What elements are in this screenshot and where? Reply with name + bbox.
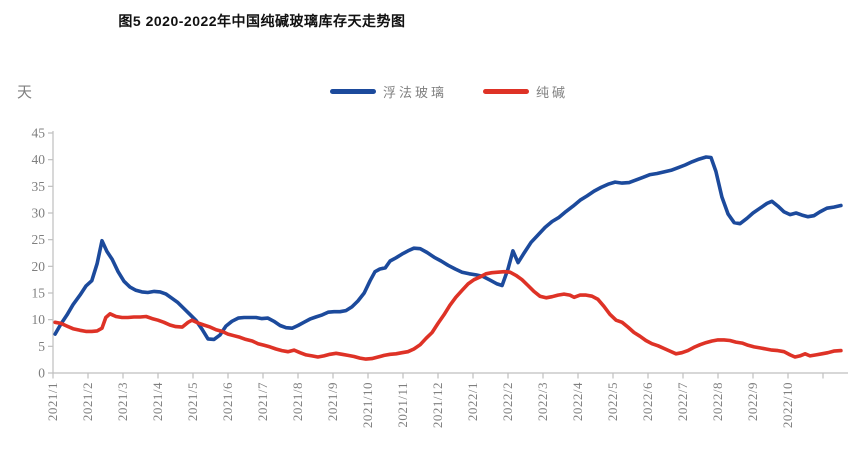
y-tick-label: 0 [38, 366, 45, 381]
x-tick-label: 2022/1 [465, 382, 480, 421]
y-tick-label: 10 [32, 312, 46, 327]
x-tick-label: 2021/3 [115, 382, 130, 421]
y-tick-label: 5 [38, 339, 45, 354]
legend-swatch-soda-ash-icon [483, 88, 529, 94]
x-tick-label: 2022/9 [745, 382, 760, 421]
x-tick-label: 2022/10 [780, 382, 795, 428]
x-tick-label: 2021/4 [150, 382, 165, 421]
x-tick-label: 2022/6 [640, 382, 655, 421]
y-tick-label: 45 [32, 126, 46, 141]
x-tick-label: 2021/10 [360, 382, 375, 428]
x-tick-label: 2021/7 [255, 382, 270, 421]
x-tick-label: 2022/3 [535, 382, 550, 421]
y-tick-label: 25 [32, 232, 46, 247]
legend-label-float-glass: 浮法玻璃 [382, 84, 447, 100]
chart-legend: 浮法玻璃 纯碱 [53, 82, 845, 100]
x-tick-label: 2021/1 [45, 382, 60, 421]
series-line-soda-ash [53, 269, 843, 361]
x-tick-label: 2021/11 [395, 382, 410, 428]
x-tick-label: 2021/6 [220, 382, 235, 421]
y-tick-label: 15 [32, 286, 46, 301]
x-tick-label: 2022/2 [500, 382, 515, 421]
legend-item-soda-ash: 纯碱 [483, 82, 568, 101]
y-tick-label: 20 [32, 259, 46, 274]
series-line-float-glass [53, 155, 843, 342]
y-tick-label: 40 [32, 152, 46, 167]
legend-swatch-float-glass-icon [329, 88, 376, 94]
legend-item-float-glass: 浮法玻璃 [329, 82, 447, 101]
y-tick-label: 35 [32, 179, 46, 194]
x-tick-label: 2021/5 [185, 382, 200, 421]
x-tick-label: 2022/8 [710, 382, 725, 421]
y-axis-unit-label: 天 [17, 85, 33, 101]
x-tick-label: 2022/4 [570, 382, 585, 421]
chart-title: 图5 2020-2022年中国纯碱玻璃库存天走势图 [118, 13, 406, 29]
x-tick-label: 2022/5 [605, 382, 620, 421]
x-tick-label: 2021/12 [430, 382, 445, 428]
x-tick-label: 2022/7 [675, 382, 690, 421]
x-tick-label: 2021/9 [325, 382, 340, 421]
x-tick-label: 2021/8 [290, 382, 305, 421]
y-tick-label: 30 [32, 206, 46, 221]
x-tick-label: 2021/2 [80, 382, 95, 421]
legend-label-soda-ash: 纯碱 [536, 84, 569, 100]
